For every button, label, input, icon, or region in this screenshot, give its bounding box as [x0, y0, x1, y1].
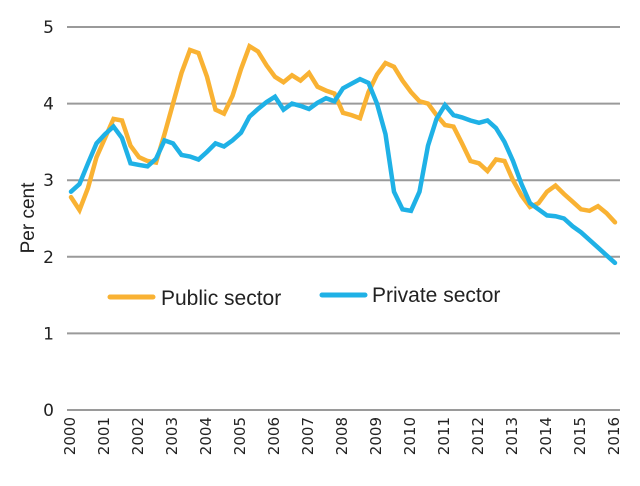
x-tick-label: 2008 [333, 417, 351, 455]
x-tick-label: 2001 [95, 417, 113, 455]
x-tick-label: 2004 [197, 417, 215, 455]
y-tick-label: 5 [43, 18, 54, 38]
legend: Public sector Private sector [107, 284, 500, 310]
legend-label-public-sector: Public sector [161, 287, 281, 310]
x-tick-label: 2006 [265, 417, 283, 455]
legend-label-private-sector: Private sector [372, 284, 500, 307]
x-tick-label: 2009 [367, 417, 385, 455]
x-tick-label: 2015 [571, 417, 589, 455]
series-line-public-sector [68, 42, 618, 225]
series-lines [68, 42, 618, 266]
x-tick-label: 2013 [503, 417, 521, 455]
y-axis-ticks: 0 1 2 3 4 5 [43, 18, 54, 421]
x-tick-label: 2011 [435, 417, 453, 455]
x-tick-label: 2016 [605, 417, 623, 455]
x-tick-label: 2003 [163, 417, 181, 455]
x-tick-label: 2010 [401, 417, 419, 455]
y-tick-label: 3 [43, 171, 54, 191]
x-tick-label: 2012 [469, 417, 487, 455]
y-tick-label: 0 [43, 401, 54, 421]
y-tick-label: 2 [43, 248, 54, 268]
x-tick-label: 2000 [61, 417, 79, 455]
x-tick-label: 2002 [129, 417, 147, 455]
x-axis-ticks: 2000 2001 2002 2003 2004 2005 2006 2007 2008 2009… [61, 417, 623, 455]
x-tick-label: 2005 [231, 417, 249, 455]
gridlines [67, 26, 620, 411]
y-tick-label: 1 [43, 324, 54, 344]
series-line-private-sector [68, 76, 618, 266]
y-tick-label: 4 [43, 95, 54, 115]
x-tick-label: 2007 [299, 417, 317, 455]
y-axis-label: Per cent [18, 182, 39, 253]
x-tick-label: 2014 [537, 417, 555, 455]
